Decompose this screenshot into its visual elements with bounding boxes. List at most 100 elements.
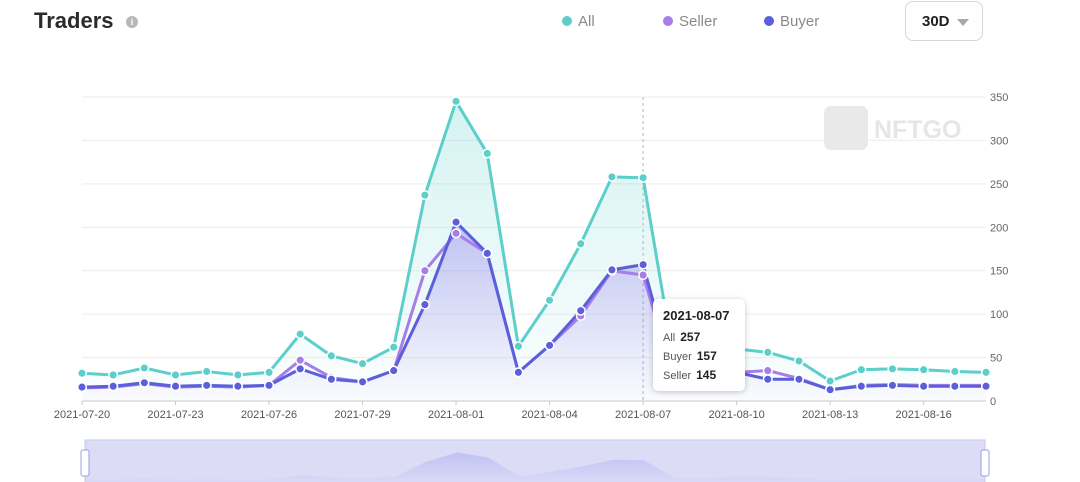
point-all (544, 295, 555, 306)
range-slider (80, 439, 990, 482)
time-range-value: 30D (922, 13, 950, 30)
chevron-down-icon (957, 19, 969, 26)
tooltip-value: 157 (696, 349, 717, 363)
point-buyer (793, 374, 805, 385)
point-all (482, 148, 493, 159)
point-buyer (482, 248, 493, 259)
point-buyer (575, 305, 586, 316)
range-handle-right[interactable] (980, 449, 990, 477)
x-tick-label: 2021-07-29 (334, 409, 390, 421)
area-buyer (82, 222, 986, 401)
chart-header: Traders i All Seller Buyer 30D (0, 0, 1080, 60)
nftgo-watermark: NFTGO (824, 106, 962, 150)
tooltip-label: Seller (663, 370, 692, 382)
point-seller (419, 265, 430, 276)
point-all (606, 171, 617, 182)
x-tick-label: 2021-07-26 (241, 409, 297, 421)
point-buyer (170, 381, 181, 392)
tooltip-label: All (663, 332, 676, 344)
x-tick-label: 2021-07-20 (54, 409, 110, 421)
legend-dot-all (562, 16, 572, 27)
point-all (825, 375, 836, 387)
watermark-text: NFTGO (874, 116, 962, 144)
point-buyer (139, 377, 150, 388)
info-icon[interactable]: i (126, 16, 138, 28)
point-all (918, 364, 929, 375)
y-tick-label: 100 (990, 309, 1008, 321)
point-buyer (918, 381, 929, 392)
point-buyer (388, 365, 399, 376)
point-buyer (856, 381, 867, 392)
point-buyer (108, 381, 119, 392)
y-tick-label: 50 (990, 353, 1002, 365)
point-all (76, 368, 88, 379)
point-all (295, 329, 306, 340)
x-tick-label: 2021-08-04 (521, 409, 577, 421)
point-buyer (357, 376, 368, 387)
point-seller (451, 228, 462, 239)
point-buyer (825, 384, 836, 395)
point-all (388, 342, 399, 353)
range-slider-preview (85, 452, 985, 482)
point-buyer (762, 374, 773, 385)
x-tick-label: 2021-08-16 (896, 409, 952, 421)
tooltip-row-seller: Seller 145 (663, 366, 735, 385)
point-all (575, 238, 586, 249)
x-tick-label: 2021-07-23 (147, 409, 203, 421)
point-buyer (326, 374, 337, 385)
point-buyer (232, 381, 243, 392)
point-buyer (949, 381, 960, 392)
legend-label-buyer: Buyer (780, 13, 820, 30)
y-tick-label: 200 (990, 222, 1008, 234)
point-buyer (887, 380, 898, 391)
point-seller (295, 355, 306, 366)
point-all (232, 369, 243, 380)
point-all (263, 367, 275, 378)
point-buyer (980, 381, 992, 392)
legend-label-seller: Seller (679, 13, 718, 30)
point-all (170, 369, 181, 380)
point-buyer (513, 367, 524, 378)
point-buyer (606, 264, 617, 275)
point-all (887, 363, 898, 374)
x-tick-label: 2021-08-07 (615, 409, 671, 421)
point-all (762, 347, 773, 358)
line-all (81, 99, 987, 383)
chart-tooltip: 2021-08-07 All 257 Buyer 157 Seller 145 (653, 299, 745, 391)
line-buyer (81, 220, 986, 392)
point-all (451, 96, 462, 107)
point-all (201, 366, 212, 377)
tooltip-row-buyer: Buyer 157 (663, 347, 735, 366)
point-buyer (295, 363, 306, 374)
point-all (856, 364, 867, 375)
y-tick-label: 150 (990, 266, 1008, 278)
y-tick-label: 0 (990, 396, 996, 408)
point-all (357, 358, 368, 369)
tooltip-value: 257 (680, 330, 701, 344)
time-range-select[interactable]: 30D (905, 1, 983, 41)
point-buyer (451, 217, 462, 228)
point-seller (762, 365, 773, 376)
y-tick-label: 350 (990, 92, 1008, 104)
legend-dot-seller (663, 16, 673, 27)
range-handle-left[interactable] (80, 449, 90, 477)
point-buyer (76, 382, 88, 393)
point-all (638, 172, 649, 183)
legend-item-buyer[interactable]: Buyer (764, 13, 819, 33)
legend-item-seller[interactable]: Seller (663, 13, 717, 33)
point-all (980, 367, 992, 378)
y-tick-label: 300 (990, 135, 1008, 147)
legend-label-all: All (578, 13, 595, 30)
point-all (108, 369, 119, 380)
tooltip-date: 2021-08-07 (663, 308, 730, 323)
point-all (326, 350, 337, 361)
tooltip-row-all: All 257 (663, 328, 735, 347)
point-all (949, 366, 960, 377)
y-tick-label: 250 (990, 179, 1008, 191)
point-all (139, 362, 150, 374)
nftgo-logo-icon (824, 106, 868, 150)
tooltip-value: 145 (696, 368, 717, 382)
point-all (419, 190, 430, 201)
legend-item-all[interactable]: All (562, 13, 595, 33)
